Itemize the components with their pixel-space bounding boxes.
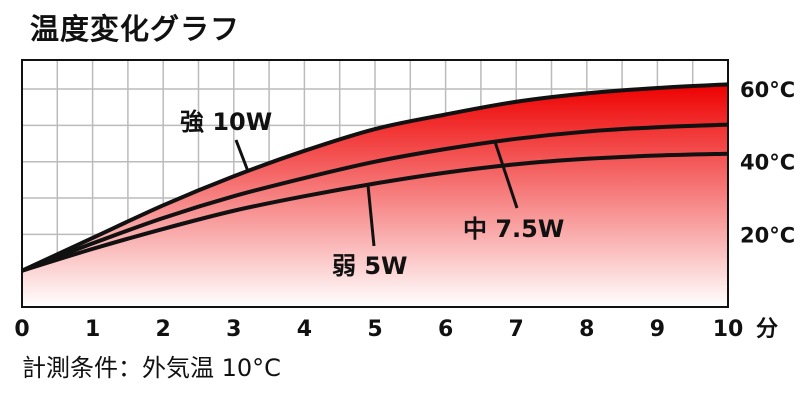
series-line-1 — [21, 122, 729, 273]
x-tick-label: 4 — [297, 317, 312, 342]
series-line-0 — [21, 82, 729, 273]
x-tick-label: 8 — [579, 317, 594, 342]
series-label-1: 中 7.5W — [463, 215, 564, 243]
series-leader-line — [234, 139, 250, 172]
series-lines — [21, 82, 729, 273]
series-label-0: 強 10W — [180, 108, 272, 136]
x-tick-label: 3 — [226, 317, 241, 342]
series-leader-line — [366, 184, 376, 247]
chart-title: 温度変化グラフ — [30, 12, 241, 46]
plot-frame — [21, 59, 729, 308]
y-tick-label: 20°C — [740, 223, 795, 247]
area-under-curve — [22, 84, 728, 307]
series-label-2: 弱 5W — [332, 252, 408, 280]
x-tick-label: 2 — [156, 317, 171, 342]
y-axis-ticks: 20°C 40°C 60°C — [740, 78, 795, 247]
x-tick-label: 9 — [650, 317, 665, 342]
x-axis-ticks: 0 1 2 3 4 5 6 7 8 9 10 分 — [14, 317, 778, 342]
series-labels: 強 10W 中 7.5W 弱 5W — [180, 108, 564, 280]
x-tick-label: 5 — [367, 317, 382, 342]
y-tick-label: 40°C — [740, 151, 795, 175]
x-tick-label: 7 — [509, 317, 524, 342]
y-tick-label: 60°C — [740, 78, 795, 102]
measurement-caption: 計測条件：外気温 10°C — [22, 354, 281, 382]
series-line-2 — [21, 151, 729, 273]
x-tick-label: 6 — [438, 317, 453, 342]
x-tick-label: 1 — [85, 317, 100, 342]
series-leader-line — [493, 141, 519, 209]
area-fill — [22, 84, 728, 307]
x-unit-label: 分 — [756, 317, 778, 342]
x-tick-label: 0 — [14, 317, 29, 342]
x-tick-label: 10 — [713, 317, 744, 342]
